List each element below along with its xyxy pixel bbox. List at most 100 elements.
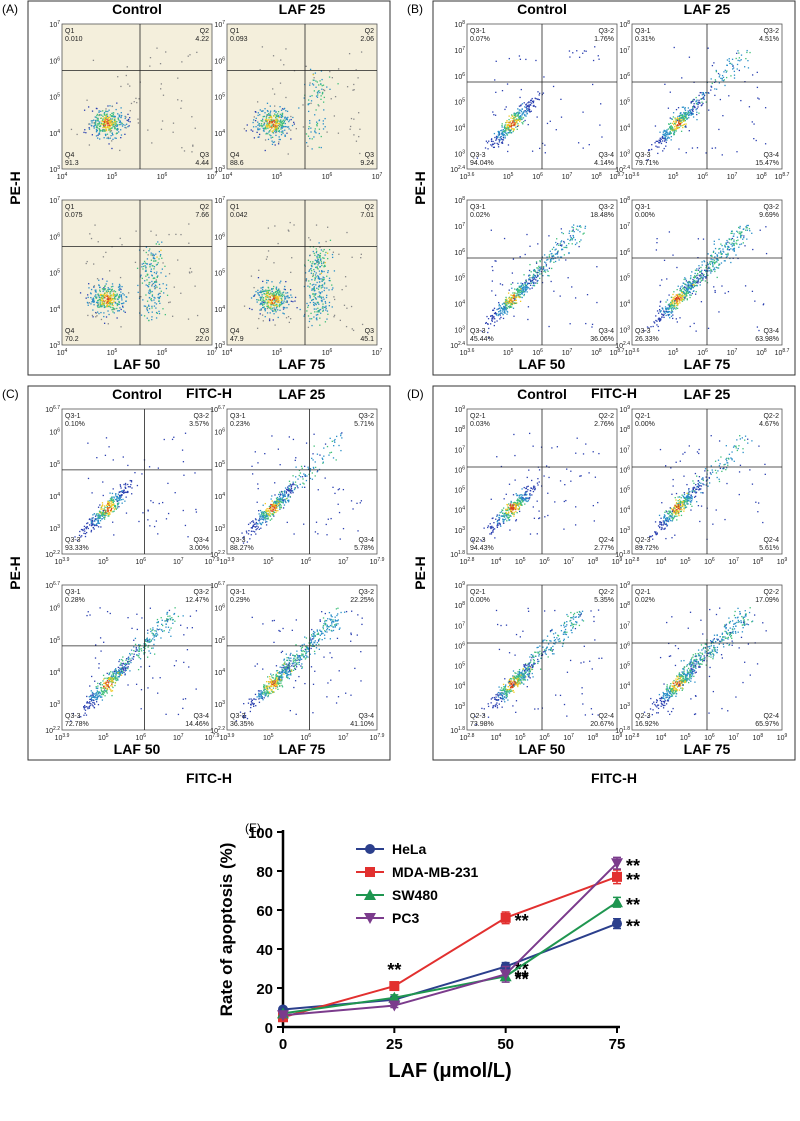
event-dot bbox=[273, 307, 274, 308]
tick-exponent: 3 bbox=[627, 325, 630, 331]
tick-exponent: 6 bbox=[627, 72, 630, 78]
event-dot bbox=[150, 299, 151, 300]
event-dot bbox=[318, 304, 319, 305]
event-dot bbox=[87, 261, 88, 262]
tick-base: 10 bbox=[207, 174, 215, 181]
event-dot bbox=[269, 308, 270, 309]
tick-base: 10 bbox=[615, 167, 623, 174]
event-dot bbox=[656, 238, 657, 239]
event-dot bbox=[332, 254, 333, 255]
event-dot bbox=[526, 234, 527, 235]
event-dot bbox=[110, 503, 111, 504]
event-dot bbox=[97, 135, 98, 136]
event-dot bbox=[314, 255, 315, 256]
event-dot bbox=[500, 283, 501, 284]
event-dot bbox=[518, 111, 519, 112]
event-dot bbox=[112, 299, 113, 300]
event-dot bbox=[667, 299, 668, 300]
tick-exponent: 5 bbox=[57, 269, 60, 275]
quadrant-value: 3.57% bbox=[189, 421, 209, 428]
event-dot bbox=[558, 259, 559, 260]
event-dot bbox=[671, 125, 672, 126]
event-dot bbox=[267, 293, 268, 294]
event-dot bbox=[314, 271, 315, 272]
event-dot bbox=[311, 318, 312, 319]
event-dot bbox=[539, 278, 540, 279]
event-dot bbox=[262, 307, 263, 308]
event-dot bbox=[579, 241, 580, 242]
event-dot bbox=[190, 268, 191, 269]
event-dot bbox=[670, 92, 671, 93]
tick-base: 10 bbox=[454, 224, 462, 231]
event-dot bbox=[146, 284, 147, 285]
event-dot bbox=[265, 128, 266, 129]
event-dot bbox=[318, 311, 319, 312]
event-dot bbox=[276, 301, 277, 302]
event-dot bbox=[156, 48, 157, 49]
tick-exponent: 7 bbox=[735, 348, 738, 354]
event-dot bbox=[569, 240, 570, 241]
event-dot bbox=[106, 114, 107, 115]
event-dot bbox=[310, 255, 311, 256]
event-dot bbox=[319, 295, 320, 296]
event-dot bbox=[530, 285, 531, 286]
event-dot bbox=[332, 77, 333, 78]
event-dot bbox=[99, 130, 100, 131]
event-dot bbox=[507, 308, 508, 309]
event-dot bbox=[681, 119, 682, 120]
event-dot bbox=[160, 272, 161, 273]
event-dot bbox=[158, 262, 159, 263]
event-dot bbox=[492, 266, 493, 267]
event-dot bbox=[296, 128, 297, 129]
event-dot bbox=[278, 294, 279, 295]
event-dot bbox=[599, 124, 600, 125]
event-dot bbox=[678, 286, 679, 287]
event-dot bbox=[665, 136, 666, 137]
event-dot bbox=[737, 68, 738, 69]
event-dot bbox=[266, 121, 267, 122]
event-dot bbox=[319, 257, 320, 258]
event-dot bbox=[683, 298, 684, 299]
event-dot bbox=[98, 304, 99, 305]
tick-label: 106 bbox=[49, 56, 60, 65]
event-dot bbox=[675, 308, 676, 309]
event-dot bbox=[575, 239, 576, 240]
event-dot bbox=[670, 305, 671, 306]
tick-exponent: 5 bbox=[57, 460, 60, 466]
event-dot bbox=[682, 127, 683, 128]
event-dot bbox=[119, 122, 120, 123]
event-dot bbox=[539, 267, 540, 268]
event-dot bbox=[573, 227, 574, 228]
quadrant-name: Q3-3 bbox=[470, 152, 486, 159]
event-dot bbox=[102, 502, 103, 503]
event-dot bbox=[700, 282, 701, 283]
event-dot bbox=[700, 98, 701, 99]
event-dot bbox=[545, 271, 546, 272]
event-dot bbox=[334, 315, 335, 316]
event-dot bbox=[98, 523, 99, 524]
event-dot bbox=[514, 288, 515, 289]
event-dot bbox=[321, 89, 322, 90]
event-dot bbox=[714, 269, 715, 270]
event-dot bbox=[537, 275, 538, 276]
event-dot bbox=[578, 246, 579, 247]
event-dot bbox=[537, 91, 538, 92]
tick-exponent: 5 bbox=[676, 172, 679, 178]
event-dot bbox=[659, 309, 660, 310]
event-dot bbox=[688, 292, 689, 293]
event-dot bbox=[680, 125, 681, 126]
event-dot bbox=[104, 507, 105, 508]
event-dot bbox=[529, 277, 530, 278]
event-dot bbox=[271, 301, 272, 302]
event-dot bbox=[165, 276, 166, 277]
event-dot bbox=[677, 294, 678, 295]
tick-base: 10 bbox=[619, 151, 627, 158]
event-dot bbox=[539, 99, 540, 100]
event-dot bbox=[587, 294, 588, 295]
event-dot bbox=[511, 284, 512, 285]
event-dot bbox=[690, 283, 691, 284]
event-dot bbox=[290, 116, 291, 117]
event-dot bbox=[164, 266, 165, 267]
event-dot bbox=[280, 83, 281, 84]
event-dot bbox=[321, 147, 322, 148]
